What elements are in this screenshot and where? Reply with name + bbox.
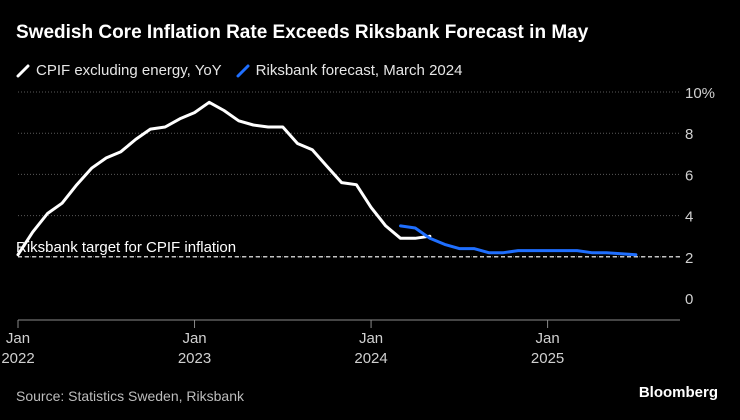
x-tick-label-month: Jan — [359, 330, 383, 347]
line-swatch-icon — [16, 64, 30, 78]
x-tick-label-month: Jan — [6, 330, 30, 347]
chart-title: Swedish Core Inflation Rate Exceeds Riks… — [16, 22, 589, 43]
x-tick-label-month: Jan — [536, 330, 560, 347]
y-tick-label: 2 — [685, 250, 693, 267]
line-chart: 0 2 4 6 8 10% Jan 2022 Jan 2023 Jan 2024 Jan 2025 Riks… — [1, 85, 715, 367]
series-line-cpif — [16, 100, 432, 257]
legend-swatch-blue — [236, 64, 250, 77]
x-tick-label-year: 2024 — [354, 350, 387, 367]
x-tick-label-year: 2022 — [1, 350, 34, 367]
bloomberg-logo: Bloomberg — [638, 384, 718, 401]
series-line-forecast — [399, 224, 638, 257]
y-tick-label: 4 — [685, 209, 693, 226]
legend-swatch-white — [16, 64, 30, 77]
legend-item-cpif: CPIF excluding energy, YoY — [16, 62, 222, 79]
x-tick-label-month: Jan — [182, 330, 206, 347]
y-tick-label: 0 — [685, 291, 693, 308]
legend: CPIF excluding energy, YoY Riksbank fore… — [16, 62, 476, 79]
legend-label-forecast: Riksbank forecast, March 2024 — [255, 62, 463, 79]
source-note: Source: Statistics Sweden, Riksbank — [16, 388, 244, 404]
y-tick-label: 6 — [685, 167, 693, 184]
x-tick-label-year: 2025 — [531, 350, 564, 367]
line-swatch-icon — [236, 64, 250, 78]
legend-label-cpif: CPIF excluding energy, YoY — [36, 62, 222, 79]
x-tick-label-year: 2023 — [178, 350, 211, 367]
y-tick-label: 10% — [685, 85, 715, 102]
target-reference-label: Riksbank target for CPIF inflation — [16, 239, 236, 256]
legend-item-forecast: Riksbank forecast, March 2024 — [236, 62, 463, 79]
y-tick-label: 8 — [685, 126, 693, 143]
chart-area: 0 2 4 6 8 10% Jan 2022 Jan 2023 Jan 2024 Jan 2025 Riks… — [0, 80, 740, 380]
